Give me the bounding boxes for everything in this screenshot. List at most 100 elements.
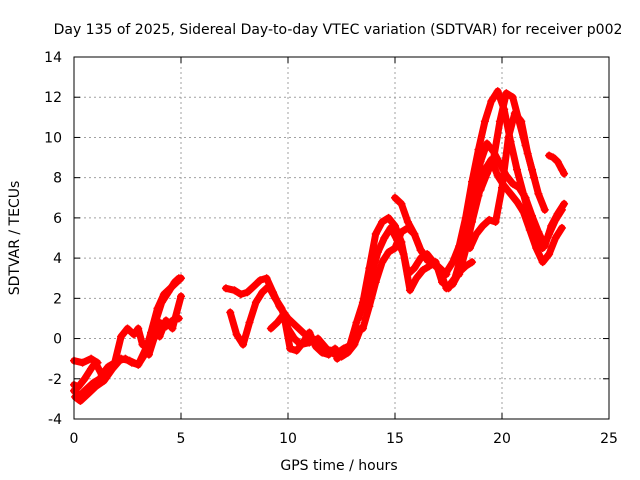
data-point bbox=[245, 318, 254, 327]
data-point bbox=[378, 258, 387, 267]
data-point bbox=[87, 354, 96, 363]
x-axis-label: GPS time / hours bbox=[280, 458, 397, 474]
grid bbox=[74, 57, 609, 419]
data-point bbox=[521, 141, 530, 150]
data-point bbox=[264, 282, 273, 291]
data-point bbox=[538, 258, 547, 267]
data-point bbox=[151, 330, 160, 339]
data-point bbox=[91, 382, 100, 391]
y-tick-label: 6 bbox=[53, 211, 62, 227]
data-point bbox=[410, 229, 419, 238]
data-point bbox=[560, 199, 569, 208]
series-trace bbox=[70, 274, 185, 399]
data-point bbox=[226, 308, 235, 317]
data-point bbox=[367, 270, 376, 279]
data-point bbox=[397, 199, 406, 208]
data-point bbox=[93, 358, 102, 367]
data-point bbox=[521, 193, 530, 202]
data-point bbox=[166, 284, 175, 293]
data-point bbox=[153, 304, 162, 313]
data-point bbox=[553, 157, 562, 166]
data-point bbox=[476, 157, 485, 166]
data-point bbox=[540, 205, 549, 214]
data-point bbox=[557, 165, 566, 174]
data-point bbox=[117, 332, 126, 341]
data-point bbox=[444, 284, 453, 293]
data-point bbox=[87, 364, 96, 373]
data-point bbox=[480, 117, 489, 126]
data-point bbox=[487, 97, 496, 106]
x-tick-label: 0 bbox=[70, 431, 79, 447]
data-point bbox=[331, 344, 340, 353]
data-point bbox=[442, 268, 451, 277]
data-point bbox=[506, 189, 515, 198]
data-point bbox=[298, 338, 307, 347]
x-tick-label: 25 bbox=[600, 431, 618, 447]
data-point bbox=[474, 145, 483, 154]
data-point bbox=[478, 221, 487, 230]
data-point bbox=[346, 340, 355, 349]
data-point bbox=[277, 304, 286, 313]
data-point bbox=[134, 324, 143, 333]
data-point bbox=[168, 316, 177, 325]
data-point bbox=[123, 324, 132, 333]
x-tick-label: 15 bbox=[386, 431, 404, 447]
data-point bbox=[305, 328, 314, 337]
data-point bbox=[493, 87, 502, 96]
data-point bbox=[371, 278, 380, 287]
data-point bbox=[258, 288, 267, 297]
data-point bbox=[373, 248, 382, 257]
data-point bbox=[262, 274, 271, 283]
data-point bbox=[117, 354, 126, 363]
data-point bbox=[80, 374, 89, 383]
data-point bbox=[391, 193, 399, 202]
data-point bbox=[527, 165, 536, 174]
data-point bbox=[465, 244, 474, 253]
y-tick-label: -4 bbox=[48, 412, 62, 428]
data-point bbox=[134, 360, 143, 369]
data-point bbox=[311, 342, 320, 351]
data-point bbox=[365, 302, 374, 311]
data-point bbox=[545, 250, 554, 259]
data-point bbox=[508, 179, 517, 188]
y-tick-label: 8 bbox=[53, 171, 62, 187]
x-tick-label: 20 bbox=[493, 431, 511, 447]
data-point bbox=[489, 155, 498, 164]
data-point bbox=[286, 344, 295, 353]
data-point bbox=[416, 246, 425, 255]
data-point bbox=[410, 264, 419, 273]
data-point bbox=[534, 227, 543, 236]
data-point bbox=[162, 322, 171, 331]
data-point bbox=[508, 93, 517, 102]
data-point bbox=[99, 376, 108, 385]
data-point bbox=[172, 278, 181, 287]
data-point bbox=[532, 244, 541, 253]
data-point bbox=[292, 322, 301, 331]
y-tick-label: 12 bbox=[44, 90, 62, 106]
data-point bbox=[527, 211, 536, 220]
data-point bbox=[144, 350, 153, 359]
series-trace-17 bbox=[545, 151, 569, 178]
data-point bbox=[108, 364, 117, 373]
data-point bbox=[429, 260, 438, 269]
data-point bbox=[423, 254, 432, 263]
data-point bbox=[412, 274, 421, 283]
series-trace-16 bbox=[476, 89, 549, 214]
data-point bbox=[399, 250, 408, 259]
data-point bbox=[391, 244, 399, 253]
data-point bbox=[371, 229, 380, 238]
data-point bbox=[476, 185, 485, 194]
data-point bbox=[512, 165, 521, 174]
data-point bbox=[468, 258, 477, 267]
data-point bbox=[483, 169, 492, 178]
x-tick-label: 5 bbox=[177, 431, 186, 447]
series-trace-4 bbox=[70, 354, 102, 367]
series-trace bbox=[70, 355, 101, 367]
data-point bbox=[324, 350, 333, 359]
data-point bbox=[339, 348, 348, 357]
data-point bbox=[273, 318, 282, 327]
data-point bbox=[495, 117, 504, 126]
data-point bbox=[418, 266, 427, 275]
data-point bbox=[525, 225, 534, 234]
data-point bbox=[358, 324, 367, 333]
